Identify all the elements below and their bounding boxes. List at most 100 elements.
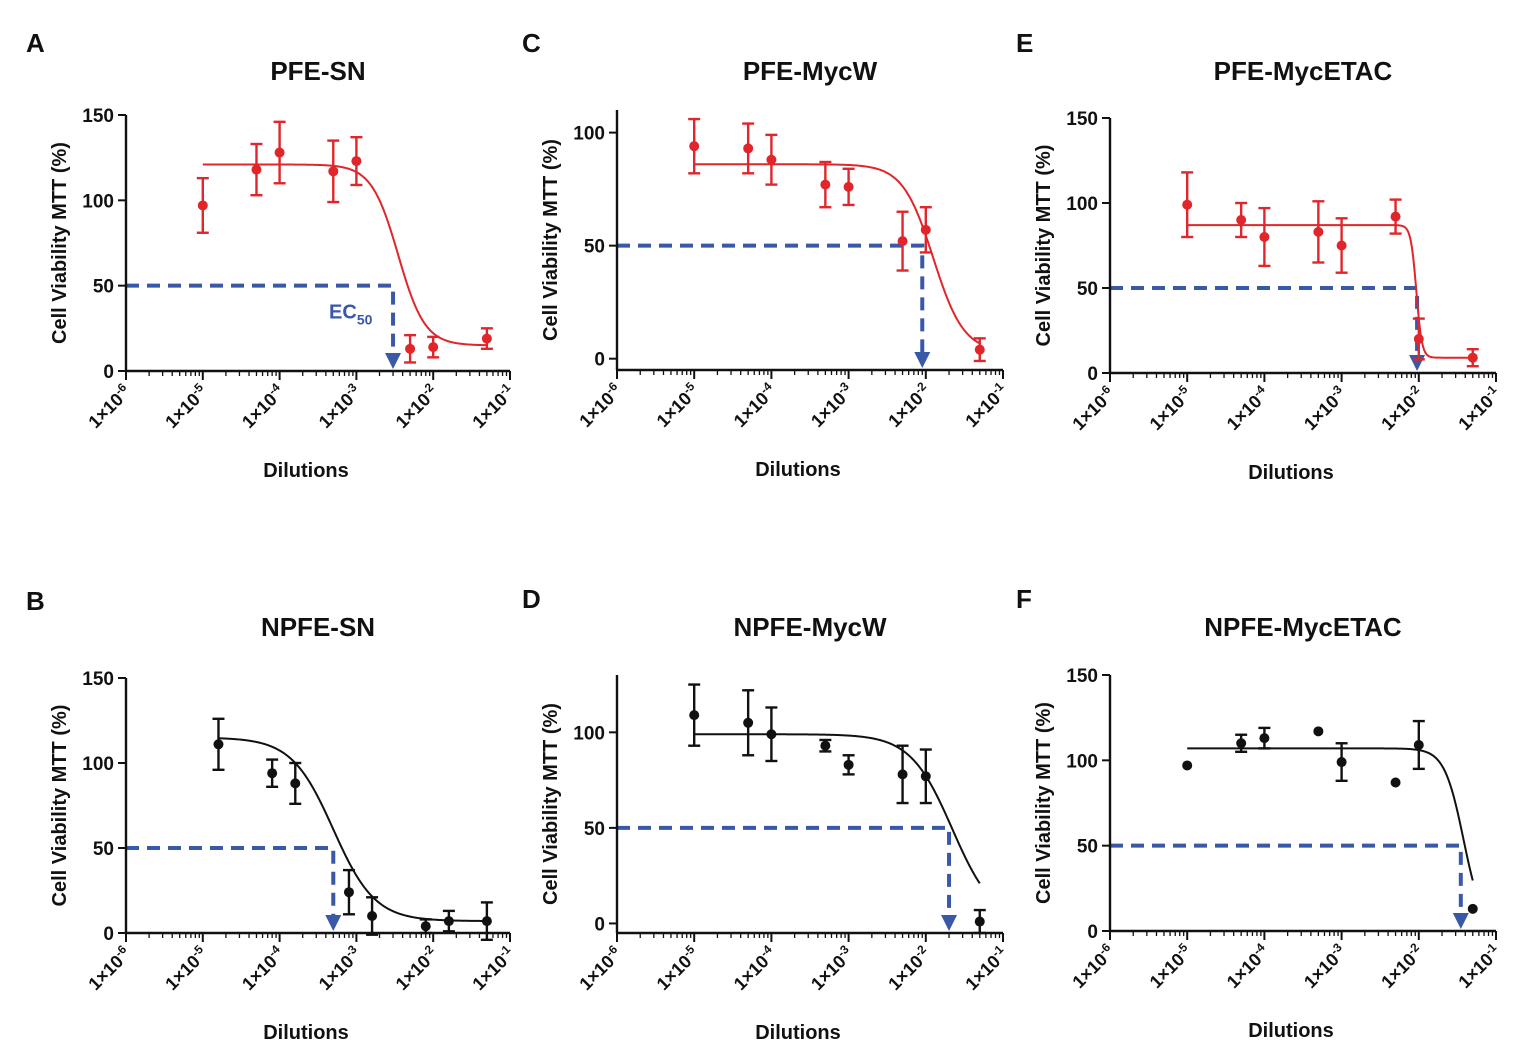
data-point bbox=[1390, 777, 1401, 788]
data-point bbox=[1259, 733, 1270, 744]
data-point bbox=[481, 333, 492, 344]
data-point bbox=[897, 236, 908, 247]
y-tick-label: 150 bbox=[82, 106, 114, 127]
data-point bbox=[897, 769, 908, 780]
fit-curve bbox=[1187, 224, 1473, 359]
ec50-guide-line bbox=[1110, 843, 1463, 915]
fit-curve bbox=[202, 163, 487, 347]
ec50-arrow-head bbox=[914, 352, 931, 368]
x-tick-label: 1×10-4 bbox=[728, 379, 780, 431]
data-point bbox=[343, 887, 354, 898]
y-tick-label: 100 bbox=[573, 723, 605, 744]
data-point bbox=[267, 768, 278, 779]
x-tick-label: 1×10-3 bbox=[1299, 382, 1351, 434]
y-tick-label: 0 bbox=[1087, 922, 1098, 943]
x-tick-label: 1×10-2 bbox=[883, 942, 935, 994]
ec50-guide-line bbox=[617, 243, 925, 354]
data-point bbox=[1467, 352, 1478, 363]
y-tick-label: 50 bbox=[1077, 279, 1098, 300]
x-tick-label: 1×10-6 bbox=[574, 379, 626, 431]
data-point bbox=[1336, 240, 1347, 251]
x-tick-label: 1×10-4 bbox=[728, 942, 780, 994]
data-point bbox=[1390, 211, 1401, 222]
x-tick-label: 1×10-5 bbox=[160, 942, 212, 994]
panel-b: B NPFE-SN 0 50 100 150 1×10-6 1×10-5 1×10-4 1×10-… bbox=[26, 586, 519, 1044]
data-point bbox=[820, 179, 831, 190]
data-point bbox=[766, 154, 777, 165]
x-axis-title: Dilutions bbox=[1248, 462, 1334, 484]
y-tick-label: 0 bbox=[594, 350, 605, 371]
panel-c: C PFE-MycW 0 50 100 1×10-6 1×10-5 1×10-4 1×10-3 1… bbox=[522, 28, 1012, 481]
x-axis-title: Dilutions bbox=[263, 1022, 349, 1044]
data-point bbox=[974, 916, 985, 927]
fit-curve bbox=[1187, 747, 1474, 881]
y-tick-label: 0 bbox=[103, 362, 114, 383]
y-axis-title: Cell Viability MTT (%) bbox=[1033, 145, 1055, 347]
x-tick-label: 1×10-4 bbox=[1221, 940, 1273, 992]
data-point bbox=[213, 739, 224, 750]
panel-title: PFE-MycETAC bbox=[1214, 56, 1393, 86]
data-point bbox=[328, 166, 339, 177]
y-tick-label: 150 bbox=[82, 669, 114, 690]
y-tick-label: 150 bbox=[1066, 666, 1098, 687]
x-tick-label: 1×10-3 bbox=[313, 380, 365, 432]
x-tick-label: 1×10-3 bbox=[1299, 940, 1351, 992]
panel-title: NPFE-MycW bbox=[733, 612, 887, 642]
x-axis-title: Dilutions bbox=[755, 1022, 841, 1044]
data-point bbox=[689, 710, 700, 721]
data-point bbox=[743, 143, 754, 154]
x-tick-label: 1×10-2 bbox=[1376, 382, 1428, 434]
y-tick-label: 50 bbox=[93, 839, 114, 860]
x-tick-label: 1×10-5 bbox=[1144, 382, 1196, 434]
x-tick-label: 1×10-6 bbox=[1067, 940, 1119, 992]
data-point bbox=[1259, 232, 1270, 242]
data-point bbox=[1182, 760, 1193, 771]
data-point bbox=[481, 916, 492, 927]
data-point bbox=[443, 916, 454, 927]
y-tick-label: 100 bbox=[573, 124, 605, 145]
panel-letter: F bbox=[1016, 584, 1032, 614]
data-point bbox=[974, 344, 985, 355]
data-point bbox=[820, 740, 831, 751]
y-axis-title: Cell Viability MTT (%) bbox=[49, 705, 71, 907]
ec50-guide-line bbox=[126, 283, 396, 355]
y-tick-label: 50 bbox=[1077, 837, 1098, 858]
data-point bbox=[367, 911, 378, 921]
data-point bbox=[290, 778, 301, 789]
panel-e: E PFE-MycETAC 0 50 100 150 1×10-6 1×10-5 1×10-4 1… bbox=[1016, 28, 1505, 484]
data-point bbox=[197, 200, 208, 211]
panel-title: PFE-MycW bbox=[743, 56, 878, 86]
ec50-guide-line bbox=[617, 825, 952, 917]
x-tick-label: 1×10-1 bbox=[467, 380, 519, 432]
x-tick-label: 1×10-4 bbox=[237, 380, 289, 432]
data-point bbox=[689, 141, 700, 152]
x-axis-title: Dilutions bbox=[1248, 1020, 1334, 1042]
data-point bbox=[428, 342, 439, 353]
panel-title: NPFE-MycETAC bbox=[1204, 612, 1402, 642]
ec50-arrow-head bbox=[1452, 913, 1469, 929]
panel-title: NPFE-SN bbox=[261, 612, 375, 642]
data-point bbox=[1182, 199, 1193, 210]
fit-curve bbox=[694, 733, 981, 884]
x-tick-label: 1×10-3 bbox=[313, 942, 365, 994]
x-tick-label: 1×10-3 bbox=[806, 942, 858, 994]
data-point bbox=[274, 147, 285, 158]
x-tick-label: 1×10-5 bbox=[1144, 940, 1196, 992]
y-tick-label: 100 bbox=[82, 191, 114, 212]
y-tick-label: 100 bbox=[1066, 751, 1098, 772]
x-tick-label: 1×10-5 bbox=[651, 379, 703, 431]
ec50-arrow-head bbox=[1409, 355, 1426, 371]
x-tick-label: 1×10-2 bbox=[1376, 940, 1428, 992]
y-axis-title: Cell Viability MTT (%) bbox=[1033, 702, 1055, 904]
x-tick-label: 1×10-2 bbox=[390, 380, 442, 432]
x-tick-label: 1×10-1 bbox=[960, 942, 1012, 994]
x-tick-label: 1×10-5 bbox=[651, 942, 703, 994]
x-tick-label: 1×10-1 bbox=[467, 942, 519, 994]
data-point bbox=[920, 224, 931, 235]
x-axis-title: Dilutions bbox=[263, 460, 349, 482]
data-point bbox=[920, 771, 931, 782]
data-point bbox=[1313, 726, 1324, 737]
y-tick-label: 100 bbox=[82, 754, 114, 775]
ec50-arrow-head bbox=[325, 915, 342, 931]
